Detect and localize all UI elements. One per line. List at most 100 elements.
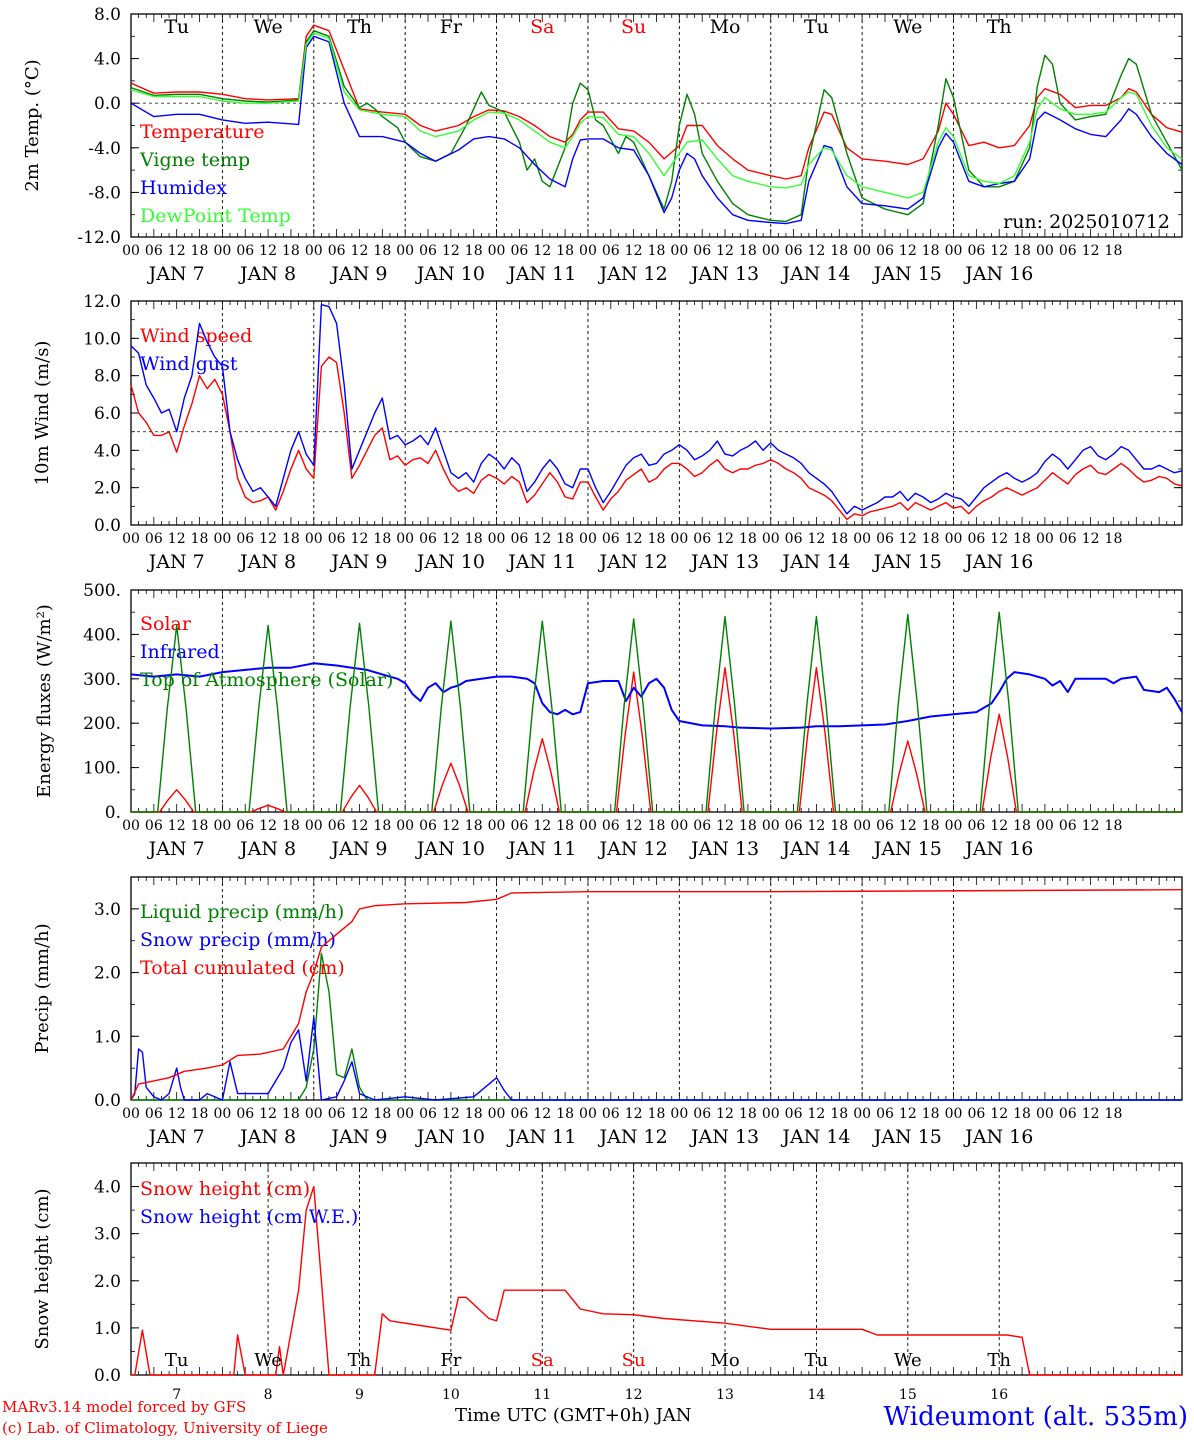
y-tick-label: 8.0 — [94, 5, 121, 25]
precip-y-axis-label: Precip (mm/h) — [32, 923, 53, 1053]
hour-tick-label: 00 — [488, 818, 506, 834]
hour-tick-label: 18 — [1013, 531, 1031, 547]
hour-tick-label: 06 — [967, 1106, 985, 1122]
wind-frame — [130, 300, 1183, 526]
day-abbreviation: Fr — [440, 16, 463, 38]
y-tick-label: 0.0 — [94, 1091, 121, 1111]
hour-tick-label: 00 — [213, 1106, 231, 1122]
hour-tick-label: 12 — [808, 818, 826, 834]
hour-tick-label: 00 — [670, 243, 688, 259]
hour-tick-label: 18 — [191, 818, 209, 834]
hour-tick-label: 12 — [351, 1106, 369, 1122]
temp-y-axis-label: 2m Temp. (°C) — [22, 59, 43, 191]
y-tick-label: 2.0 — [94, 479, 121, 499]
hour-tick-label: 12 — [1082, 531, 1100, 547]
hour-tick-label: 12 — [168, 1106, 186, 1122]
hour-tick-label: 12 — [716, 243, 734, 259]
hour-tick-label: 00 — [762, 531, 780, 547]
flux-y-axis-label: Energy fluxes (W/m²) — [34, 604, 55, 798]
hour-tick-label: 12 — [259, 818, 277, 834]
hour-tick-label: 00 — [305, 243, 323, 259]
hour-tick-label: 18 — [556, 1106, 574, 1122]
wind-panel: 12.0 10.0 8.0 6.0 4.0 2.0 0.0 10m Wind (m/s) Win… — [32, 292, 1183, 573]
hour-tick-label: 12 — [990, 818, 1008, 834]
snow-y-axis-label: Snow height (cm) — [32, 1188, 53, 1349]
date-number-label: 10 — [442, 1387, 460, 1403]
date-number-label: 7 — [172, 1387, 181, 1403]
y-tick-label: 400. — [83, 625, 121, 645]
hour-tick-label: 00 — [122, 531, 140, 547]
run-label: run: 2025010712 — [1003, 211, 1170, 233]
hour-tick-label: 06 — [785, 1106, 803, 1122]
hour-tick-label: 00 — [213, 818, 231, 834]
date-label: JAN 13 — [689, 1126, 759, 1148]
hour-tick-label: 06 — [419, 243, 437, 259]
date-label: JAN 10 — [415, 263, 485, 285]
y-tick-label: -8.0 — [88, 183, 121, 203]
date-label: JAN 14 — [780, 1126, 850, 1148]
legend-entry: Snow precip (mm/h) — [140, 929, 336, 951]
y-tick-label: 3.0 — [94, 1225, 121, 1245]
temp-frame — [130, 13, 1183, 238]
day-abbreviation: Tu — [164, 16, 189, 38]
hour-tick-label: 18 — [556, 818, 574, 834]
hour-tick-label: 06 — [602, 1106, 620, 1122]
wind-series-wind-gust — [130, 304, 1183, 515]
date-label: JAN 7 — [147, 838, 205, 860]
hour-tick-label: 12 — [899, 818, 917, 834]
date-number-label: 13 — [716, 1387, 734, 1403]
legend-entry: Solar — [140, 613, 192, 635]
hour-tick-label: 18 — [830, 818, 848, 834]
hour-tick-label: 18 — [922, 1106, 940, 1122]
hour-tick-label: 00 — [670, 818, 688, 834]
hour-tick-label: 12 — [259, 243, 277, 259]
temp-panel: 8.0 4.0 0.0 -4.0 -8.0 -12.0 2m Temp. (°C) Tempe… — [22, 5, 1183, 285]
flux-series-top-of-atmosphere-solar- — [131, 611, 1182, 813]
hour-tick-label: 18 — [1013, 1106, 1031, 1122]
hour-tick-label: 18 — [465, 531, 483, 547]
hour-tick-label: 06 — [236, 818, 254, 834]
hour-tick-label: 06 — [876, 818, 894, 834]
hour-tick-label: 18 — [1105, 818, 1123, 834]
hour-tick-label: 00 — [305, 818, 323, 834]
hour-tick-label: 06 — [510, 1106, 528, 1122]
legend-entry: Temperature — [140, 121, 264, 143]
temp-series-dewpoint-temp — [130, 32, 1183, 199]
day-abbreviation: Th — [987, 16, 1012, 38]
station-title: Wideumont (alt. 535m) — [883, 1402, 1188, 1432]
hour-tick-label: 00 — [762, 818, 780, 834]
legend-entry: DewPoint Temp — [140, 205, 291, 227]
hour-tick-label: 06 — [510, 243, 528, 259]
day-abbreviation: Tu — [805, 1350, 829, 1371]
hour-tick-label: 18 — [282, 818, 300, 834]
legend-entry: Snow height (cm W.E.) — [140, 1206, 358, 1228]
hour-tick-label: 06 — [967, 243, 985, 259]
hour-tick-label: 12 — [990, 1106, 1008, 1122]
date-label: JAN 7 — [147, 1126, 205, 1148]
hour-tick-label: 06 — [1059, 818, 1077, 834]
snow-panel: 4.0 3.0 2.0 1.0 0.0 Snow height (cm) Snow heig… — [32, 1162, 1183, 1403]
hour-tick-label: 00 — [579, 818, 597, 834]
hour-tick-label: 00 — [853, 1106, 871, 1122]
date-label: JAN 15 — [872, 551, 942, 573]
hour-tick-label: 12 — [808, 1106, 826, 1122]
hour-tick-label: 12 — [625, 818, 643, 834]
date-label: JAN 12 — [598, 263, 668, 285]
date-label: JAN 13 — [689, 838, 759, 860]
hour-tick-label: 06 — [145, 818, 163, 834]
hour-tick-label: 12 — [808, 243, 826, 259]
day-abbreviation: Th — [347, 16, 372, 38]
hour-tick-label: 06 — [236, 1106, 254, 1122]
day-abbreviation: Mo — [710, 1350, 739, 1371]
hour-tick-label: 18 — [191, 531, 209, 547]
hour-tick-label: 12 — [442, 531, 460, 547]
hour-tick-label: 06 — [876, 531, 894, 547]
hour-tick-label: 00 — [945, 243, 963, 259]
hour-tick-label: 18 — [1013, 243, 1031, 259]
hour-tick-label: 00 — [1036, 531, 1054, 547]
day-abbreviation: We — [253, 16, 282, 38]
hour-tick-label: 00 — [670, 1106, 688, 1122]
hour-tick-label: 00 — [488, 243, 506, 259]
hour-tick-label: 12 — [716, 531, 734, 547]
hour-tick-label: 06 — [328, 531, 346, 547]
